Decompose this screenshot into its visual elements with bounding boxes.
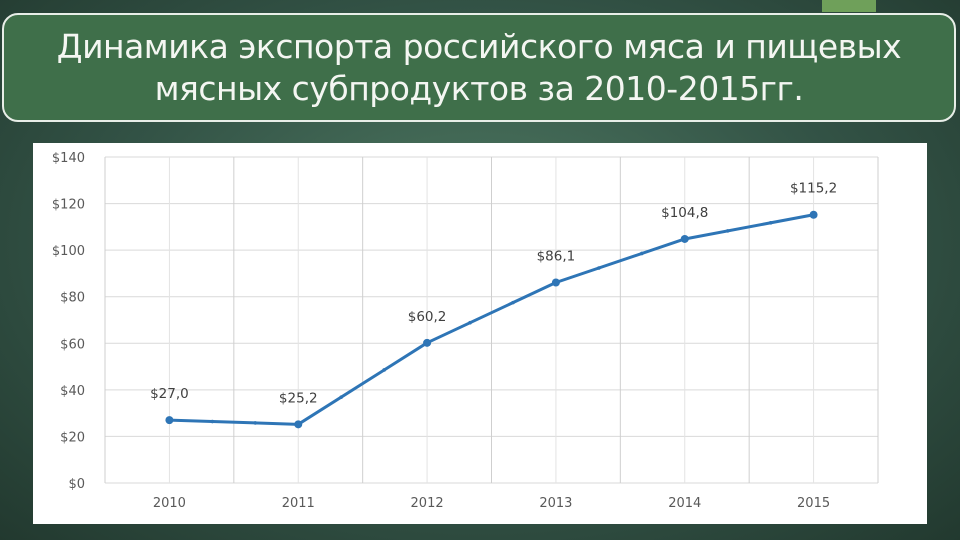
data-label: $104,8 xyxy=(661,205,708,221)
data-label: $27,0 xyxy=(150,386,189,402)
accent-tab xyxy=(822,0,876,12)
segment-marker xyxy=(468,320,472,325)
segment-marker xyxy=(382,368,386,372)
data-label: $25,2 xyxy=(279,390,318,406)
segment-marker xyxy=(597,266,601,270)
segment-marker xyxy=(339,395,343,399)
x-tick-label: 2013 xyxy=(539,496,572,511)
x-tick-label: 2012 xyxy=(411,496,444,511)
data-label: $60,2 xyxy=(408,309,447,325)
segment-marker xyxy=(725,229,730,233)
data-point xyxy=(680,234,689,243)
segment-marker xyxy=(640,251,644,256)
data-point xyxy=(809,210,818,219)
series-line xyxy=(169,213,814,426)
segment-marker xyxy=(210,419,215,424)
y-tick-label: $120 xyxy=(52,198,85,213)
y-tick-label: $40 xyxy=(60,384,85,399)
x-tick-label: 2011 xyxy=(282,496,315,511)
data-point xyxy=(423,338,432,347)
data-label: $115,2 xyxy=(790,181,837,197)
line-chart: $0 $20 $40 $60 $80 $100 $120 $140 2010 2011 2012 2… xyxy=(52,151,879,511)
data-point xyxy=(294,420,303,429)
title-box: Динамика экспорта российского мяса и пищ… xyxy=(2,13,956,122)
data-point xyxy=(165,416,174,425)
x-tick-label: 2014 xyxy=(668,496,701,511)
y-tick-label: $20 xyxy=(60,430,85,445)
y-tick-label: $140 xyxy=(52,151,85,166)
segment-marker xyxy=(511,300,515,305)
x-tick-label: 2010 xyxy=(153,496,186,511)
data-point xyxy=(551,278,560,287)
y-tick-label: $0 xyxy=(68,477,85,492)
data-label: $86,1 xyxy=(537,249,576,265)
slide-title: Динамика экспорта российского мяса и пищ… xyxy=(56,26,902,108)
chart-panel: $0 $20 $40 $60 $80 $100 $120 $140 2010 2011 2012 2… xyxy=(33,143,927,524)
x-tick-label: 2015 xyxy=(797,496,830,511)
segment-marker xyxy=(253,421,258,425)
y-tick-label: $60 xyxy=(60,337,85,352)
y-tick-label: $80 xyxy=(60,291,85,306)
segment-marker xyxy=(768,221,773,225)
y-tick-label: $100 xyxy=(52,244,85,259)
